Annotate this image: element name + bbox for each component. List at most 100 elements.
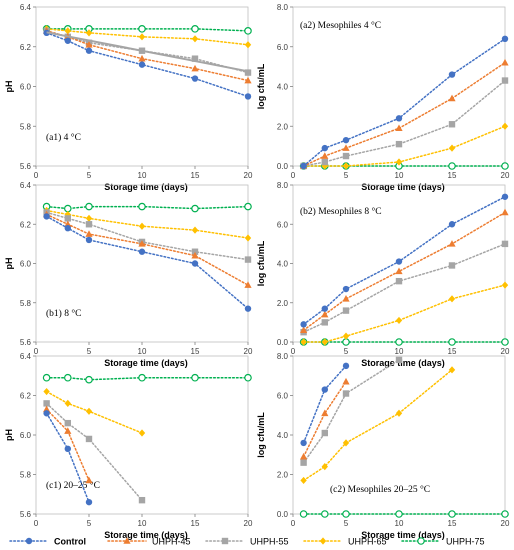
y-tick-label: 2.0 <box>277 299 289 308</box>
data-point <box>448 121 456 128</box>
data-point <box>244 69 252 76</box>
data-point <box>321 310 329 318</box>
data-point <box>395 115 403 122</box>
series-line <box>302 211 506 331</box>
y-tick-label: 8.0 <box>277 3 289 12</box>
data-point <box>342 295 350 302</box>
y-tick-label: 6.0 <box>20 83 32 92</box>
series-uhph-55 <box>300 240 509 336</box>
series-line <box>45 32 249 98</box>
series-line <box>45 215 249 310</box>
data-point <box>85 375 93 384</box>
series-line <box>302 196 506 326</box>
x-axis-label: Storage time (days) <box>104 358 188 368</box>
series-line <box>302 380 347 458</box>
y-tick-label: 4.0 <box>277 260 289 269</box>
data-point <box>300 321 307 328</box>
data-point <box>342 144 350 151</box>
legend-item-control: Control <box>9 537 86 547</box>
x-axis-label: Storage time (days) <box>104 530 188 540</box>
data-point <box>320 510 329 518</box>
x-tick-label: 15 <box>191 347 200 356</box>
x-tick-label: 15 <box>191 519 200 528</box>
data-point <box>138 61 146 68</box>
trendline <box>46 31 249 73</box>
series-line <box>45 209 249 239</box>
x-tick-label: 10 <box>138 347 147 356</box>
data-point <box>300 338 307 346</box>
data-point <box>191 226 199 234</box>
y-tick-label: 2.0 <box>277 471 289 480</box>
series-line <box>302 79 506 167</box>
y-tick-label: 6.0 <box>277 43 289 52</box>
y-tick-label: 2.0 <box>277 122 289 131</box>
series-line <box>302 125 506 167</box>
y-tick-label: 6.0 <box>277 392 289 401</box>
data-point <box>501 208 509 216</box>
series-line <box>45 211 249 261</box>
panel-tag: (a2) Mesophiles 4 °C <box>300 20 381 31</box>
series-line <box>45 376 249 381</box>
x-tick-label: 20 <box>501 519 510 528</box>
x-tick-label: 0 <box>291 519 296 528</box>
data-point <box>244 373 252 382</box>
x-tick-label: 5 <box>87 519 92 528</box>
data-point <box>300 439 307 447</box>
data-point <box>191 55 199 62</box>
legend-marker <box>319 537 327 545</box>
data-point <box>321 409 329 417</box>
data-point <box>300 162 307 170</box>
data-point <box>300 476 307 485</box>
legend-item-uhph-45: UHPH-45 <box>107 537 191 547</box>
y-tick-label: 5.8 <box>20 122 32 131</box>
y-tick-label: 6.2 <box>20 43 32 52</box>
legend-marker <box>25 537 33 545</box>
series-line <box>302 359 400 464</box>
legend-label: UHPH-65 <box>348 537 387 547</box>
series-uhph-65 <box>43 206 252 242</box>
x-tick-label: 0 <box>291 347 296 356</box>
y-tick-label: 0.0 <box>277 162 289 171</box>
data-point <box>191 35 199 43</box>
series-control <box>300 362 350 447</box>
data-point <box>191 64 199 72</box>
series-control <box>300 35 509 170</box>
legend-item-uhph-65: UHPH-65 <box>303 537 387 547</box>
data-point <box>85 230 93 237</box>
x-tick-label: 15 <box>448 171 457 180</box>
series-uhph-75 <box>42 373 252 384</box>
series-control <box>43 213 252 312</box>
series-line <box>45 390 143 434</box>
data-point <box>64 445 72 453</box>
data-point <box>138 25 146 33</box>
data-point <box>85 498 93 506</box>
data-point <box>43 387 50 396</box>
y-tick-label: 6.0 <box>277 220 289 229</box>
data-point <box>85 214 93 222</box>
data-point <box>395 510 403 518</box>
x-tick-label: 10 <box>138 171 147 180</box>
data-point <box>85 476 93 484</box>
x-tick-label: 5 <box>344 519 349 528</box>
data-point <box>448 144 456 152</box>
data-point <box>395 356 403 364</box>
legend-item-uhph-55: UHPH-55 <box>205 537 289 547</box>
data-point <box>244 281 252 288</box>
data-point <box>342 136 350 144</box>
data-point <box>244 41 252 49</box>
data-point <box>501 193 509 200</box>
y-tick-label: 6.4 <box>20 181 32 190</box>
data-point <box>321 152 329 159</box>
data-point <box>448 510 456 518</box>
data-point <box>448 366 456 374</box>
x-tick-label: 0 <box>34 171 39 180</box>
data-point <box>395 409 403 417</box>
series-line <box>45 402 143 501</box>
series-uhph-75 <box>42 202 252 213</box>
data-point <box>342 152 350 160</box>
x-tick-label: 15 <box>448 519 457 528</box>
